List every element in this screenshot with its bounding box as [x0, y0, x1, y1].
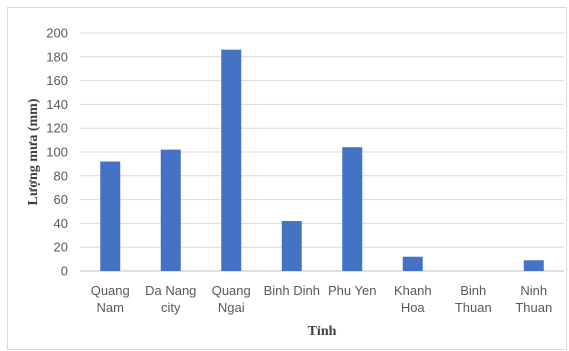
y-tick-label: 140 — [46, 97, 68, 112]
gridlines — [80, 32, 564, 272]
x-tick-label: Ngai — [218, 300, 245, 315]
x-tick-label: Nam — [97, 300, 124, 315]
x-tick-label: Hoa — [401, 300, 426, 315]
x-tick-label: city — [161, 300, 181, 315]
y-tick-label: 100 — [46, 145, 68, 160]
bar — [342, 147, 363, 271]
y-axis-title: Lượng mưa (mm) — [26, 98, 41, 205]
x-tick-label: Ninh — [520, 283, 547, 298]
bar — [160, 149, 181, 271]
x-tick-label: Da Nang — [145, 283, 196, 298]
bar — [523, 260, 544, 271]
x-tick-label: Thuan — [515, 300, 552, 315]
bars — [100, 49, 544, 271]
x-tick-label: Khanh — [394, 283, 432, 298]
y-tick-label: 200 — [46, 26, 68, 41]
y-tick-label: 40 — [54, 216, 68, 231]
y-tick-label: 180 — [46, 49, 68, 64]
x-tick-label: Thuan — [455, 300, 492, 315]
x-tick-label: Binh Dinh — [264, 283, 320, 298]
y-tick-label: 0 — [61, 264, 68, 279]
x-tick-label: Quang — [91, 283, 130, 298]
x-axis-title: Tỉnh — [308, 324, 337, 339]
bar — [221, 49, 242, 271]
x-axis-ticks: Quang Nam Da Nang city Quang Ngai Binh Dinh Phu… — [91, 283, 552, 315]
bar — [281, 221, 302, 271]
x-tick-label: Phu Yen — [328, 283, 376, 298]
x-tick-label: Binh — [460, 283, 486, 298]
bar — [100, 161, 121, 271]
bar — [402, 256, 423, 271]
y-tick-label: 160 — [46, 73, 68, 88]
y-axis-ticks: 0 20 40 60 80 100 120 140 160 180 200 — [46, 26, 68, 279]
y-tick-label: 20 — [54, 240, 68, 255]
x-tick-label: Quang — [212, 283, 251, 298]
y-tick-label: 80 — [54, 168, 68, 183]
y-tick-label: 120 — [46, 121, 68, 136]
y-tick-label: 60 — [54, 192, 68, 207]
